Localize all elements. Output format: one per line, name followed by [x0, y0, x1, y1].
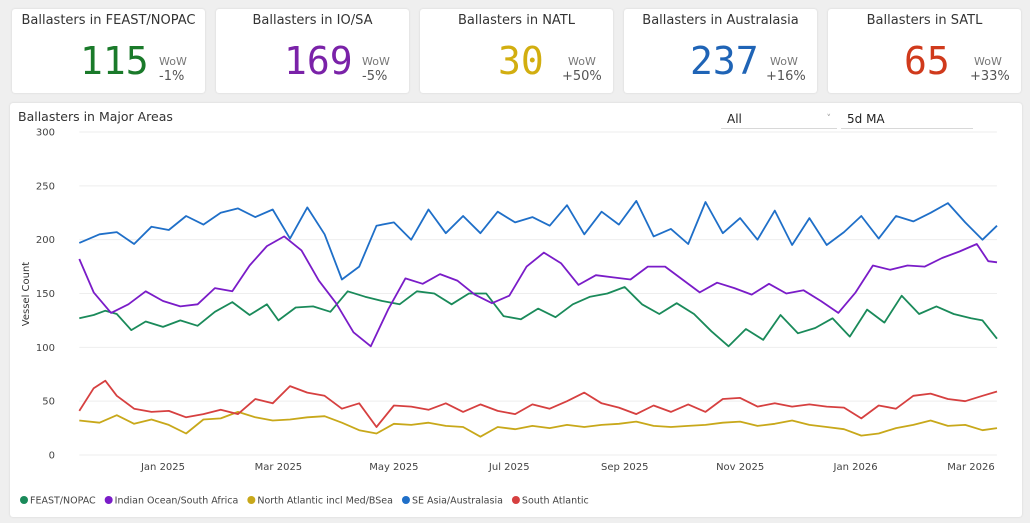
- period-filter-value: All: [727, 112, 742, 126]
- smoothing-filter-value: 5d MA: [847, 112, 885, 126]
- kpi-card-io-sa: Ballasters in IO/SA 169 WoW -5%: [216, 9, 409, 93]
- kpi-wow-label: WoW: [974, 55, 1002, 68]
- kpi-card-satl: Ballasters in SATL 65 WoW +33%: [828, 9, 1021, 93]
- kpi-title: Ballasters in SATL: [866, 13, 983, 28]
- period-filter-dropdown[interactable]: All ˅: [721, 107, 837, 129]
- kpi-wow-value: +33%: [970, 69, 1010, 84]
- chart-panel: [10, 103, 1022, 517]
- kpi-value: 237: [690, 39, 759, 83]
- kpi-value: 65: [904, 39, 950, 83]
- kpi-wow-value: -1%: [159, 69, 185, 84]
- kpi-wow-label: WoW: [568, 55, 596, 68]
- kpi-wow-label: WoW: [159, 55, 187, 68]
- kpi-wow-value: -5%: [362, 69, 388, 84]
- smoothing-filter-dropdown[interactable]: 5d MA: [841, 107, 973, 129]
- kpi-title: Ballasters in Australasia: [642, 13, 799, 28]
- kpi-wow-label: WoW: [362, 55, 390, 68]
- kpi-title: Ballasters in NATL: [458, 13, 575, 28]
- kpi-value: 30: [498, 39, 544, 83]
- kpi-wow-value: +16%: [766, 69, 806, 84]
- chevron-down-icon: ˅: [826, 114, 832, 124]
- kpi-value: 169: [284, 39, 353, 83]
- kpi-value: 115: [80, 39, 149, 83]
- kpi-wow-label: WoW: [770, 55, 798, 68]
- kpi-card-feast: Ballasters in FEAST/NOPAC 115 WoW -1%: [12, 9, 205, 93]
- kpi-card-natl: Ballasters in NATL 30 WoW +50%: [420, 9, 613, 93]
- kpi-card-australasia: Ballasters in Australasia 237 WoW +16%: [624, 9, 817, 93]
- kpi-title: Ballasters in FEAST/NOPAC: [21, 13, 196, 28]
- kpi-title: Ballasters in IO/SA: [252, 13, 373, 28]
- kpi-wow-value: +50%: [562, 69, 602, 84]
